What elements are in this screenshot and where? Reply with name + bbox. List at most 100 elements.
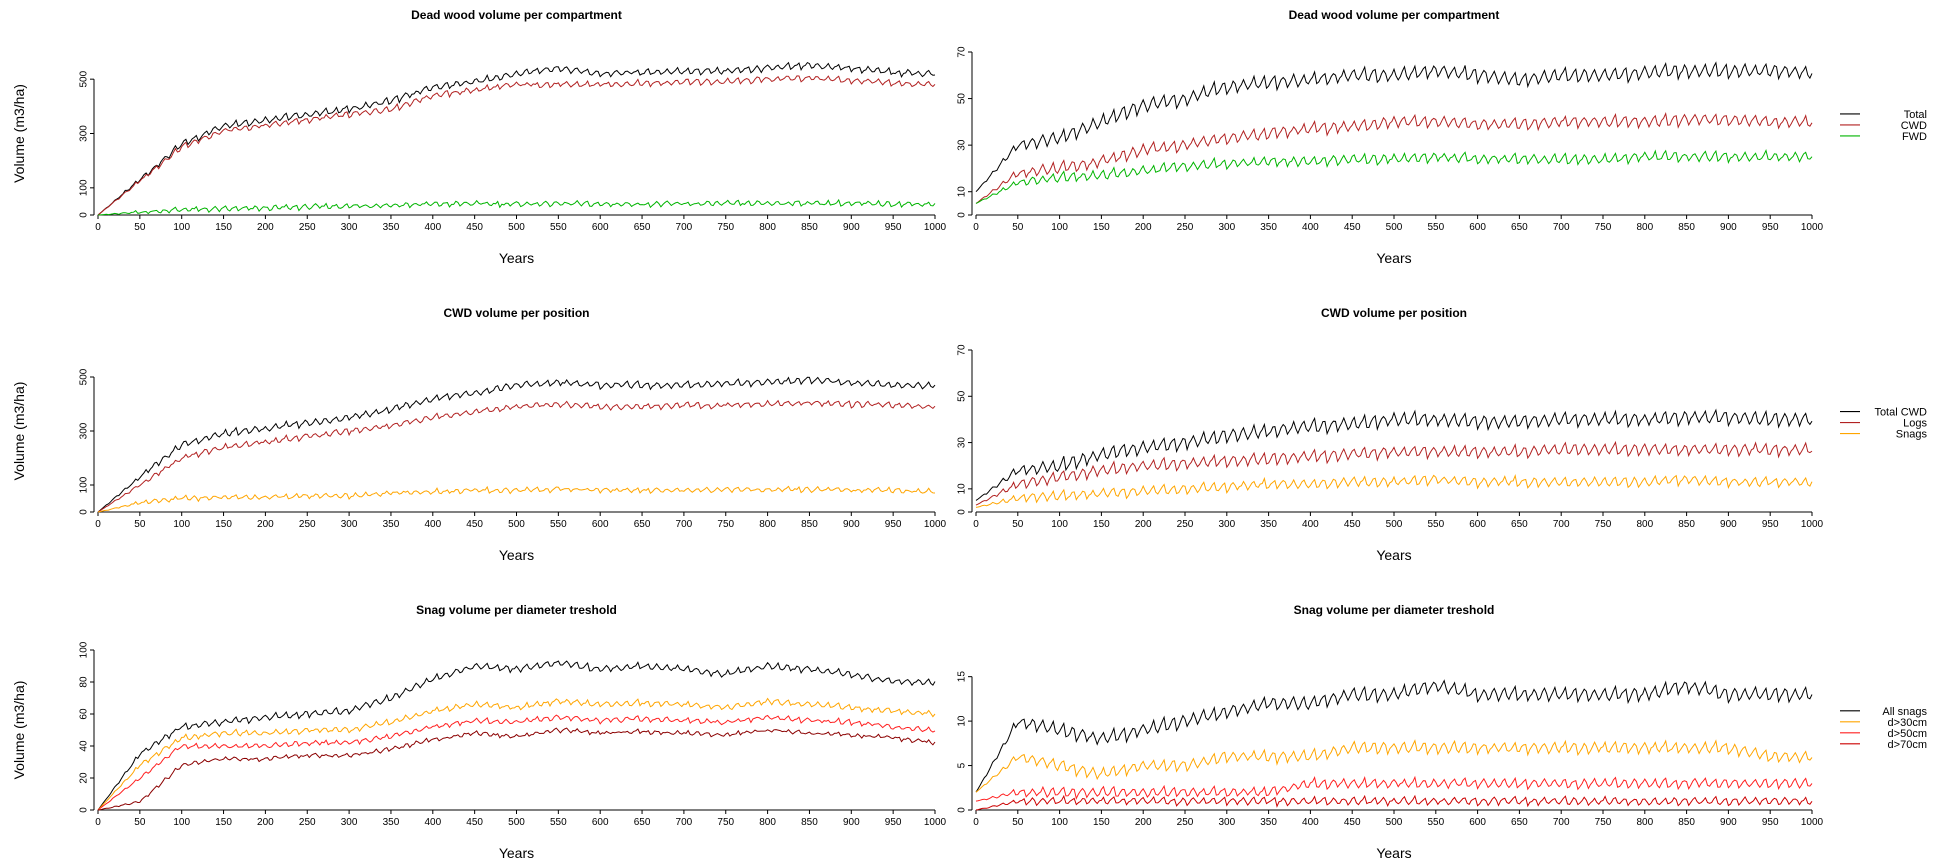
series-line-2 xyxy=(97,697,936,811)
x-tick-label: 50 xyxy=(1012,519,1024,530)
x-tick-label: 1000 xyxy=(924,519,947,530)
legend-label: Logs xyxy=(1903,418,1927,430)
x-tick-label: 650 xyxy=(1511,817,1528,828)
x-tick-label: 300 xyxy=(341,519,358,530)
x-tick-label: 900 xyxy=(843,817,860,828)
x-tick-label: 650 xyxy=(1511,519,1528,530)
series-line-3 xyxy=(975,473,1813,508)
legend-label: d>50cm xyxy=(1888,728,1927,740)
x-tick-label: 550 xyxy=(1427,222,1444,233)
x-tick-label: 900 xyxy=(1720,817,1737,828)
y-tick-label: 0 xyxy=(79,807,90,813)
x-tick-label: 200 xyxy=(257,519,274,530)
x-tick-label: 300 xyxy=(341,222,358,233)
x-tick-label: 900 xyxy=(1720,222,1737,233)
x-tick-label: 250 xyxy=(1177,222,1194,233)
x-axis-label: Years xyxy=(1376,547,1411,563)
series-line-2 xyxy=(975,440,1813,506)
legend-label: CWD xyxy=(1901,120,1927,132)
legend-label: All snags xyxy=(1882,706,1927,718)
chart-title: Dead wood volume per compartment xyxy=(411,8,622,22)
x-tick-label: 150 xyxy=(215,519,232,530)
x-tick-label: 150 xyxy=(1093,519,1110,530)
y-tick-label: 40 xyxy=(79,740,90,752)
x-tick-label: 800 xyxy=(759,222,776,233)
y-tick-label: 15 xyxy=(957,671,968,683)
x-tick-label: 0 xyxy=(95,519,101,530)
y-tick-label: 0 xyxy=(957,807,968,813)
chart-title: Dead wood volume per compartment xyxy=(1289,8,1500,22)
x-tick-label: 800 xyxy=(759,817,776,828)
x-tick-label: 0 xyxy=(95,817,101,828)
x-tick-label: 1000 xyxy=(924,222,947,233)
x-tick-label: 1000 xyxy=(1801,817,1824,828)
x-tick-label: 950 xyxy=(885,519,902,530)
x-tick-label: 550 xyxy=(550,222,567,233)
x-tick-label: 750 xyxy=(1595,222,1612,233)
x-tick-label: 800 xyxy=(1636,817,1653,828)
x-tick-label: 250 xyxy=(299,222,316,233)
x-tick-label: 950 xyxy=(1762,222,1779,233)
legend-label: d>30cm xyxy=(1888,717,1927,729)
x-tick-label: 850 xyxy=(1678,817,1695,828)
x-tick-label: 550 xyxy=(1427,817,1444,828)
chart-panel-3: CWD volume per position 0 50 100 150 200 250 30… xyxy=(11,306,947,563)
x-tick-label: 200 xyxy=(1135,817,1152,828)
y-tick-label: 10 xyxy=(957,715,968,727)
x-tick-label: 350 xyxy=(1260,222,1277,233)
x-tick-label: 850 xyxy=(801,817,818,828)
x-tick-label: 750 xyxy=(1595,519,1612,530)
y-tick-label: 5 xyxy=(957,762,968,768)
x-tick-label: 250 xyxy=(299,519,316,530)
series-line-2 xyxy=(97,399,936,513)
x-tick-label: 300 xyxy=(1218,817,1235,828)
y-axis-label: Volume (m3/ha) xyxy=(11,681,27,780)
x-tick-label: 950 xyxy=(885,817,902,828)
x-tick-label: 750 xyxy=(1595,817,1612,828)
legend-label: d>70cm xyxy=(1888,739,1927,751)
x-tick-label: 1000 xyxy=(1801,519,1824,530)
x-tick-label: 800 xyxy=(1636,519,1653,530)
x-tick-label: 250 xyxy=(1177,519,1194,530)
x-tick-label: 100 xyxy=(173,519,190,530)
x-tick-label: 700 xyxy=(676,519,693,530)
y-tick-label: 500 xyxy=(79,368,90,385)
x-tick-label: 450 xyxy=(466,222,483,233)
y-tick-label: 10 xyxy=(957,483,968,495)
y-tick-label: 100 xyxy=(79,641,90,658)
x-tick-label: 400 xyxy=(1302,222,1319,233)
y-tick-label: 100 xyxy=(79,179,90,196)
x-tick-label: 500 xyxy=(1386,222,1403,233)
x-tick-label: 650 xyxy=(634,817,651,828)
series-line-1 xyxy=(97,61,936,216)
x-tick-label: 850 xyxy=(1678,519,1695,530)
y-tick-label: 300 xyxy=(79,125,90,142)
series-line-3 xyxy=(97,714,936,811)
x-axis-label: Years xyxy=(1376,845,1411,861)
y-tick-label: 70 xyxy=(957,46,968,58)
series-line-1 xyxy=(97,376,936,513)
x-tick-label: 50 xyxy=(134,817,146,828)
x-tick-label: 450 xyxy=(466,519,483,530)
legend-label: Total xyxy=(1904,109,1927,121)
x-tick-label: 50 xyxy=(134,519,146,530)
x-tick-label: 450 xyxy=(1344,519,1361,530)
x-tick-label: 350 xyxy=(383,222,400,233)
x-tick-label: 300 xyxy=(1218,222,1235,233)
y-axis-label: Volume (m3/ha) xyxy=(11,84,27,183)
legend-label: Total CWD xyxy=(1874,407,1927,419)
x-tick-label: 600 xyxy=(592,519,609,530)
x-tick-label: 750 xyxy=(717,222,734,233)
x-tick-label: 400 xyxy=(424,817,441,828)
x-tick-label: 450 xyxy=(1344,222,1361,233)
y-tick-label: 0 xyxy=(79,212,90,218)
x-axis-label: Years xyxy=(499,845,534,861)
x-tick-label: 500 xyxy=(1386,519,1403,530)
y-tick-label: 0 xyxy=(957,509,968,515)
x-tick-label: 150 xyxy=(215,817,232,828)
x-tick-label: 850 xyxy=(1678,222,1695,233)
series-line-3 xyxy=(97,485,936,513)
x-tick-label: 100 xyxy=(1051,222,1068,233)
x-tick-label: 750 xyxy=(717,519,734,530)
